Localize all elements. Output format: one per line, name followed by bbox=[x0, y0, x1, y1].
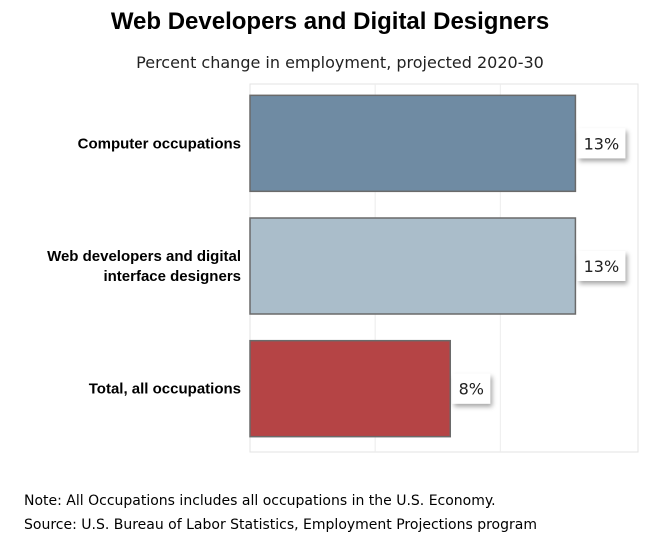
category-label: Web developers and digital bbox=[47, 248, 241, 265]
value-label: 13% bbox=[584, 134, 620, 153]
value-label-box bbox=[577, 251, 626, 281]
category-label: Total, all occupations bbox=[89, 381, 241, 398]
value-label: 13% bbox=[584, 257, 620, 276]
bar bbox=[249, 217, 577, 315]
bar bbox=[249, 339, 452, 438]
bar-chart: Computer occupations 13% Web developers an… bbox=[47, 83, 639, 453]
value-label: 8% bbox=[459, 380, 484, 399]
value-label-box bbox=[577, 128, 626, 159]
value-label-box bbox=[452, 373, 491, 404]
chart-note: Note: All Occupations includes all occup… bbox=[24, 493, 496, 509]
category-label: interface designers bbox=[103, 268, 241, 285]
category-label: Computer occupations bbox=[78, 135, 241, 152]
chart-subtitle: Percent change in employment, projected … bbox=[136, 53, 544, 72]
chart-source: Source: U.S. Bureau of Labor Statistics,… bbox=[24, 517, 537, 533]
bar bbox=[249, 94, 577, 193]
chart-title: Web Developers and Digital Designers bbox=[110, 8, 550, 35]
